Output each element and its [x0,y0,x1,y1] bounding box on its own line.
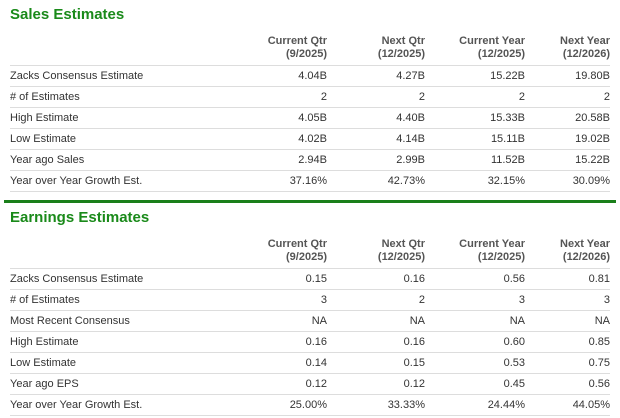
cell-value: 4.05B [245,107,327,129]
row-label: High Estimate [10,331,245,353]
row-label: Zacks Consensus Estimate [10,268,245,290]
table-row: High Estimate 0.16 0.16 0.60 0.85 [10,331,610,353]
cell-value: 0.56 [525,373,610,395]
cell-value: 11.52B [425,149,525,171]
cell-value: 0.15 [327,352,425,374]
cell-value: 0.81 [525,268,610,290]
cell-value: 2 [245,86,327,108]
cell-value: 3 [425,289,525,311]
cell-value: 32.15% [425,170,525,192]
column-header-current-qtr: Current Qtr (9/2025) [245,234,327,269]
cell-value: 0.16 [327,331,425,353]
cell-value: 4.40B [327,107,425,129]
cell-value: 4.04B [245,65,327,87]
table-row: # of Estimates 3 2 3 3 [10,289,610,311]
row-label: Low Estimate [10,128,245,150]
earnings-estimates-section: Earnings Estimates Current Qtr (9/2025) N… [0,203,620,416]
row-label: High Estimate [10,107,245,129]
cell-value: 33.33% [327,394,425,416]
cell-value: 0.12 [327,373,425,395]
cell-value: 19.02B [525,128,610,150]
column-header-next-year: Next Year (12/2026) [525,234,610,269]
cell-value: 2 [425,86,525,108]
sales-estimates-table: Current Qtr (9/2025) Next Qtr (12/2025) Cu… [10,31,610,192]
cell-value: 30.09% [525,170,610,192]
cell-value: 4.02B [245,128,327,150]
section-divider [4,200,616,203]
column-header-current-year: Current Year (12/2025) [425,31,525,66]
row-label: Year over Year Growth Est. [10,170,245,192]
table-row: # of Estimates 2 2 2 2 [10,86,610,108]
table-row: High Estimate 4.05B 4.40B 15.33B 20.58B [10,107,610,129]
table-row: Year ago EPS 0.12 0.12 0.45 0.56 [10,373,610,395]
cell-value: 0.16 [245,331,327,353]
column-header-label [10,234,245,269]
cell-value: 0.16 [327,268,425,290]
column-header-next-qtr: Next Qtr (12/2025) [327,31,425,66]
table-row: Low Estimate 0.14 0.15 0.53 0.75 [10,352,610,374]
cell-value: 0.85 [525,331,610,353]
cell-value: 37.16% [245,170,327,192]
row-label: Most Recent Consensus [10,310,245,332]
section-title: Sales Estimates [10,6,125,23]
cell-value: 0.14 [245,352,327,374]
table-header-row: Current Qtr (9/2025) Next Qtr (12/2025) Cu… [10,31,610,66]
cell-value: 0.45 [425,373,525,395]
cell-value: 3 [525,289,610,311]
row-label: # of Estimates [10,289,245,311]
cell-value: 15.22B [525,149,610,171]
cell-value: 25.00% [245,394,327,416]
row-label: Year ago Sales [10,149,245,171]
table-row: Year over Year Growth Est. 25.00% 33.33%… [10,394,610,416]
cell-value: 44.05% [525,394,610,416]
row-label: Zacks Consensus Estimate [10,65,245,87]
row-label: # of Estimates [10,86,245,108]
table-row: Low Estimate 4.02B 4.14B 15.11B 19.02B [10,128,610,150]
cell-value: NA [327,310,425,332]
cell-value: 3 [245,289,327,311]
table-header-row: Current Qtr (9/2025) Next Qtr (12/2025) Cu… [10,234,610,269]
cell-value: 0.12 [245,373,327,395]
row-label: Low Estimate [10,352,245,374]
column-header-current-year: Current Year (12/2025) [425,234,525,269]
column-header-next-year: Next Year (12/2026) [525,31,610,66]
table-row: Most Recent Consensus NA NA NA NA [10,310,610,332]
section-title: Earnings Estimates [10,209,150,226]
cell-value: 19.80B [525,65,610,87]
row-label: Year ago EPS [10,373,245,395]
cell-value: 4.14B [327,128,425,150]
cell-value: NA [425,310,525,332]
cell-value: 15.22B [425,65,525,87]
sales-estimates-section: Sales Estimates Current Qtr (9/2025) Next… [0,0,620,192]
table-row: Year over Year Growth Est. 37.16% 42.73%… [10,170,610,192]
cell-value: 2.99B [327,149,425,171]
cell-value: 0.53 [425,352,525,374]
cell-value: 15.11B [425,128,525,150]
cell-value: 0.56 [425,268,525,290]
table-row: Zacks Consensus Estimate 4.04B 4.27B 15.… [10,65,610,87]
cell-value: 24.44% [425,394,525,416]
cell-value: 2 [327,86,425,108]
cell-value: NA [245,310,327,332]
cell-value: 2 [327,289,425,311]
cell-value: 2 [525,86,610,108]
earnings-estimates-table: Current Qtr (9/2025) Next Qtr (12/2025) Cu… [10,234,610,416]
column-header-label [10,31,245,66]
table-row: Zacks Consensus Estimate 0.15 0.16 0.56 … [10,268,610,290]
cell-value: 15.33B [425,107,525,129]
cell-value: 2.94B [245,149,327,171]
column-header-next-qtr: Next Qtr (12/2025) [327,234,425,269]
column-header-current-qtr: Current Qtr (9/2025) [245,31,327,66]
cell-value: 0.75 [525,352,610,374]
table-row: Year ago Sales 2.94B 2.99B 11.52B 15.22B [10,149,610,171]
cell-value: 0.15 [245,268,327,290]
row-label: Year over Year Growth Est. [10,394,245,416]
cell-value: NA [525,310,610,332]
cell-value: 4.27B [327,65,425,87]
cell-value: 42.73% [327,170,425,192]
cell-value: 20.58B [525,107,610,129]
cell-value: 0.60 [425,331,525,353]
